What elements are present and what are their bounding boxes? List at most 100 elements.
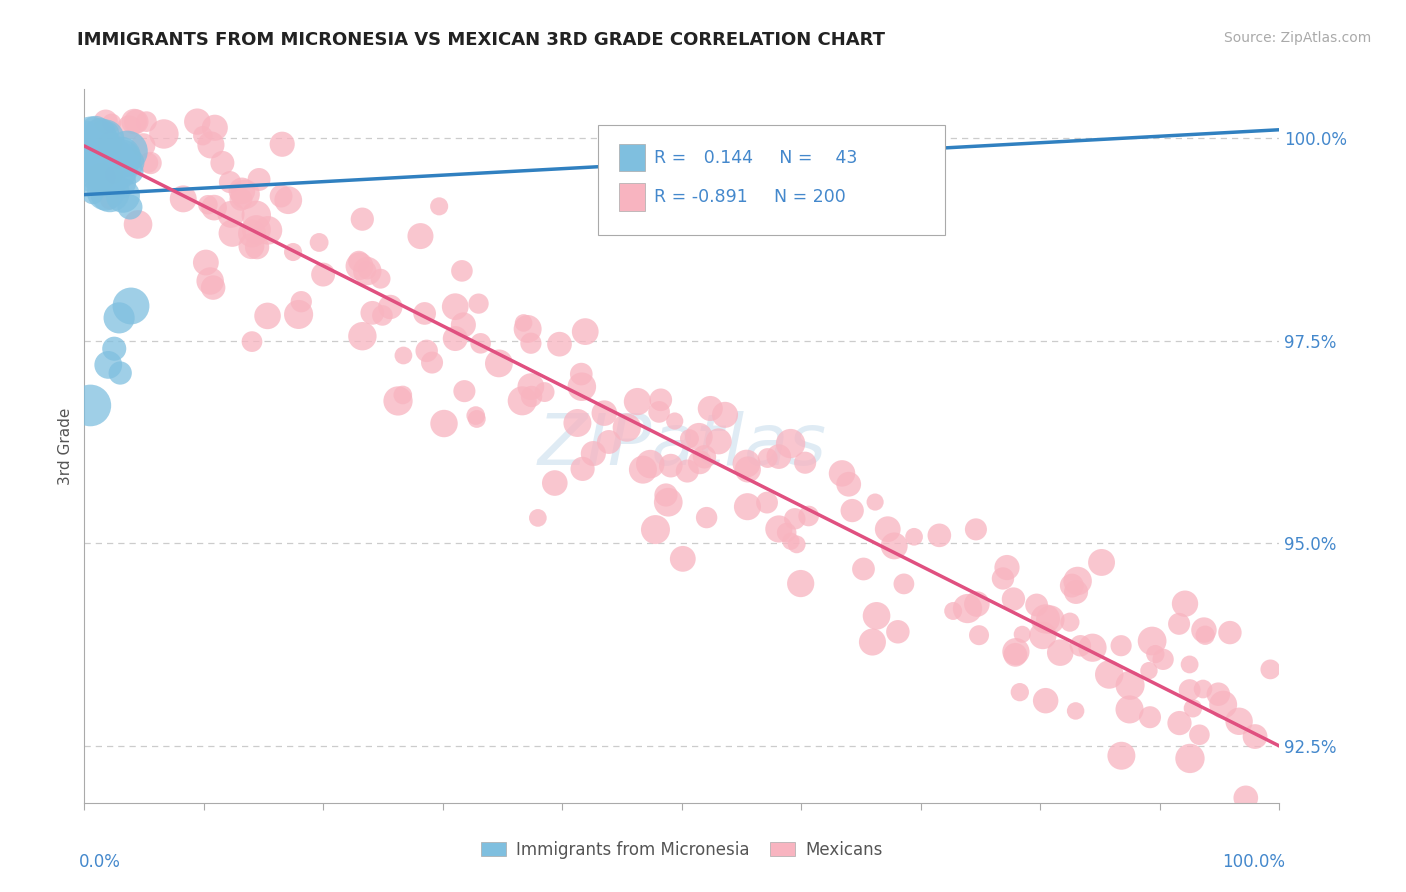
Point — [1049, 646, 1071, 660]
Point — [257, 223, 280, 237]
Point — [392, 349, 415, 363]
Point — [98, 136, 121, 151]
Point — [453, 384, 475, 399]
Point — [756, 450, 779, 465]
Point — [427, 199, 450, 213]
Point — [82, 186, 104, 200]
Point — [707, 434, 730, 449]
Point — [118, 120, 141, 135]
Point — [245, 222, 267, 236]
Point — [245, 208, 267, 222]
Point — [1192, 681, 1215, 696]
Point — [1194, 628, 1216, 642]
Point — [120, 299, 142, 313]
Point — [200, 137, 222, 152]
Point — [1002, 592, 1025, 607]
Point — [352, 329, 374, 343]
Point — [1234, 790, 1257, 805]
Point — [349, 259, 371, 273]
Point — [219, 175, 242, 189]
Point — [308, 235, 330, 250]
Point — [527, 511, 550, 525]
Point — [797, 508, 820, 523]
Point — [631, 463, 654, 477]
Point — [571, 380, 593, 394]
Point — [650, 392, 672, 407]
Point — [135, 114, 157, 128]
Point — [768, 522, 790, 536]
Point — [1118, 702, 1140, 716]
Point — [231, 184, 253, 198]
Point — [118, 200, 141, 214]
Point — [83, 160, 105, 174]
Point — [737, 462, 759, 476]
Point — [120, 164, 142, 178]
Point — [204, 120, 226, 135]
Point — [768, 450, 790, 464]
Point — [356, 264, 378, 278]
Point — [256, 309, 278, 323]
Point — [93, 163, 115, 178]
Point — [1137, 664, 1160, 678]
Point — [110, 176, 132, 190]
Point — [356, 263, 378, 277]
Point — [247, 172, 270, 186]
Bar — [619, 145, 645, 171]
Point — [1144, 647, 1167, 661]
Point — [91, 149, 114, 163]
Bar — [619, 184, 645, 211]
Point — [672, 552, 695, 566]
Point — [626, 394, 648, 409]
Point — [76, 170, 98, 185]
Point — [84, 163, 107, 178]
Point — [1059, 615, 1081, 629]
Point — [464, 409, 486, 423]
Point — [1081, 640, 1104, 655]
Point — [96, 171, 118, 186]
Point — [221, 226, 243, 240]
Point — [1060, 578, 1083, 592]
Point — [98, 193, 121, 207]
Point — [103, 168, 125, 182]
Point — [548, 337, 571, 351]
Point — [841, 503, 863, 517]
Point — [582, 446, 605, 460]
Point — [1098, 667, 1121, 681]
Point — [756, 495, 779, 509]
Point — [1064, 704, 1087, 718]
Point — [1004, 648, 1026, 662]
Point — [967, 628, 990, 642]
Point — [737, 500, 759, 514]
Point — [893, 577, 915, 591]
Point — [120, 155, 142, 169]
Point — [370, 271, 392, 285]
Point — [516, 322, 538, 336]
Point — [108, 310, 131, 325]
Point — [1181, 701, 1204, 715]
Point — [1260, 662, 1282, 676]
Point — [696, 510, 718, 524]
Point — [1178, 683, 1201, 698]
Point — [433, 417, 456, 431]
Point — [98, 186, 121, 200]
Point — [1212, 698, 1234, 712]
Point — [110, 366, 132, 380]
Point — [689, 455, 711, 469]
Text: ZIP​atlas: ZIP​atlas — [537, 411, 827, 481]
Point — [270, 189, 292, 203]
Point — [91, 161, 114, 175]
Point — [569, 367, 592, 381]
Point — [688, 430, 710, 444]
Point — [1035, 612, 1057, 626]
Point — [794, 456, 817, 470]
Point — [657, 495, 679, 509]
Point — [928, 528, 950, 542]
Point — [211, 156, 233, 170]
Point — [1090, 556, 1112, 570]
Point — [465, 412, 488, 426]
Point — [94, 185, 117, 199]
Point — [838, 477, 860, 491]
Point — [90, 153, 112, 168]
Point — [995, 560, 1018, 574]
Point — [94, 114, 117, 128]
